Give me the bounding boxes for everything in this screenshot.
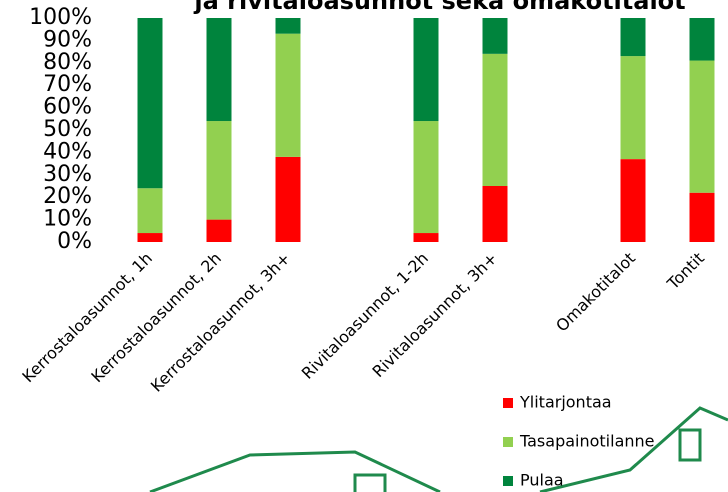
bar-segment [482,53,508,187]
bar-segment [620,159,646,242]
bar-segment [482,186,508,242]
bar-segment [137,233,163,242]
y-tick-label: 40% [43,139,92,164]
x-tick-label: Tontit [663,249,708,294]
bar-segment [413,121,439,234]
y-tick-label: 80% [43,50,92,75]
x-tick-label: Kerrostaloasunnot, 1h [18,249,156,387]
legend-label: Pulaa [520,471,564,490]
bar-segment [206,121,232,220]
bar-segment [689,60,715,193]
bar-segment [275,18,301,34]
y-tick-label: 10% [43,207,92,232]
legend-label: Ylitarjontaa [519,393,612,412]
bar-segment [275,156,301,242]
bar-segment [620,18,646,57]
bar-segment [137,188,163,234]
bar-segment [689,18,715,61]
legend-swatch [503,398,513,408]
legend-swatch [503,437,513,447]
bar-segment [275,33,301,157]
bar-segment [206,219,232,242]
legend-swatch [503,476,513,486]
bar-segment [689,192,715,242]
bar-segment [413,18,439,122]
y-tick-label: 100% [29,5,92,30]
y-tick-label: 0% [57,229,92,254]
y-tick-label: 90% [43,27,92,52]
y-tick-label: 30% [43,162,92,187]
y-tick-label: 70% [43,72,92,97]
legend-label: Tasapainotilanne [519,432,655,451]
bar-segment [620,56,646,160]
y-tick-label: 60% [43,95,92,120]
x-tick-label: Rivitaloasunnot, 3h+ [369,249,501,381]
x-tick-label: Rivitaloasunnot, 1-2h [298,249,432,383]
x-tick-label: Kerrostaloasunnot, 3h+ [147,249,294,396]
x-tick-label: Kerrostaloasunnot, 2h [87,249,225,387]
chart-title: ja rivitaloasunnot sekä omakotitalot [193,0,685,15]
house-decoration [149,406,728,492]
y-tick-label: 20% [43,184,92,209]
y-tick-label: 50% [43,117,92,142]
bar-segment [206,18,232,122]
bar-segment [413,233,439,242]
bar-segment [137,18,163,189]
x-tick-label: Omakotitalot [552,249,639,336]
bar-segment [482,18,508,54]
